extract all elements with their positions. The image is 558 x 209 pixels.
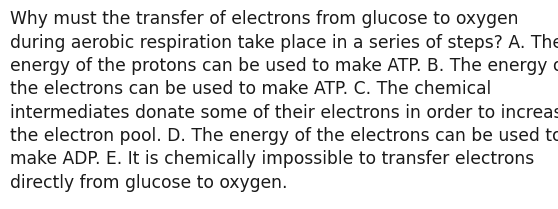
Text: Why must the transfer of electrons from glucose to oxygen
during aerobic respira: Why must the transfer of electrons from … <box>10 10 558 192</box>
